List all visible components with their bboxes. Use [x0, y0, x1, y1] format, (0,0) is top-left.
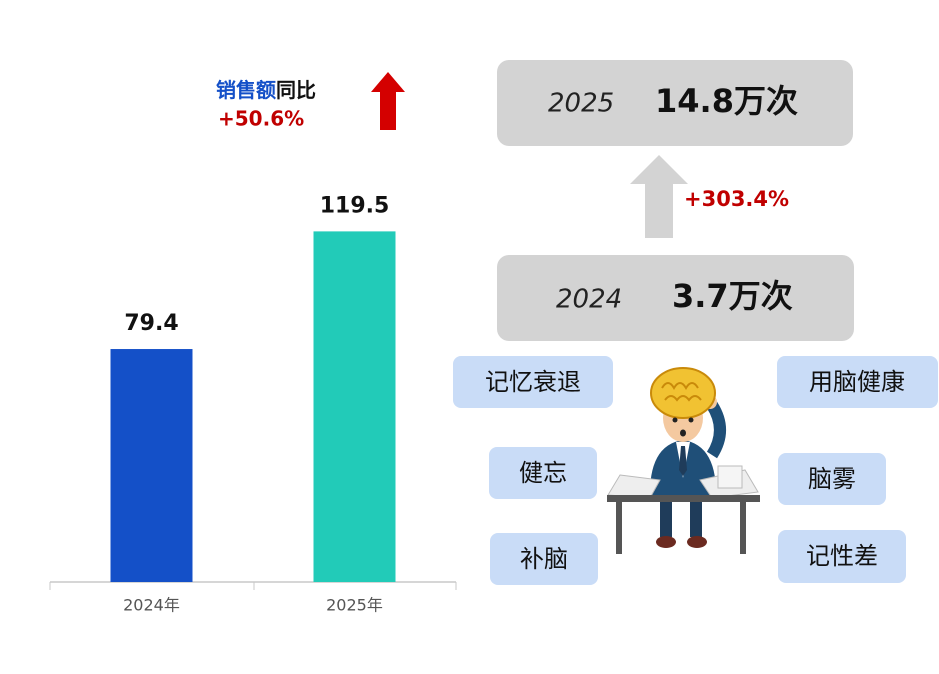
tag-box [777, 356, 938, 408]
volume-box [497, 60, 853, 146]
tag: 用脑健康 [809, 368, 905, 396]
volume-year: 2025 [548, 89, 614, 119]
volume-year: 2024 [556, 285, 622, 315]
up-arrow [371, 72, 405, 130]
cartoon-person [649, 367, 726, 548]
tags: 记忆衰退 用脑健康 健忘 脑雾 补脑 记性差 [453, 356, 938, 585]
tag: 记性差 [806, 542, 878, 570]
annotation-label-blue: 销售额 [216, 78, 276, 102]
tag-box [489, 447, 597, 499]
tag: 补脑 [520, 545, 568, 573]
volume-count: 14.8万次 [655, 82, 798, 120]
volume-change: +303.4% [684, 187, 789, 211]
tag: 健忘 [519, 459, 567, 487]
tag-box [778, 453, 886, 505]
annotation-label: 销售额同比 [216, 78, 316, 102]
tag: 记忆衰退 [485, 368, 581, 396]
annotation-label-black: 同比 [276, 78, 316, 102]
volume-count: 3.7万次 [672, 277, 793, 315]
tag-box [453, 356, 613, 408]
tag-box [490, 533, 598, 585]
volume-box [497, 255, 854, 341]
value-label: 119.5 [320, 193, 390, 218]
bar [110, 349, 193, 582]
value-label: 79.4 [124, 311, 178, 336]
annotation-change: +50.6% [218, 107, 304, 131]
gray-arrow [630, 155, 688, 238]
x-tick-label: 2024年 [123, 596, 180, 615]
bar [313, 231, 396, 582]
tag: 脑雾 [808, 465, 856, 493]
x-tick-label: 2025年 [326, 596, 383, 615]
desk [607, 465, 760, 554]
tag-box [778, 530, 906, 583]
